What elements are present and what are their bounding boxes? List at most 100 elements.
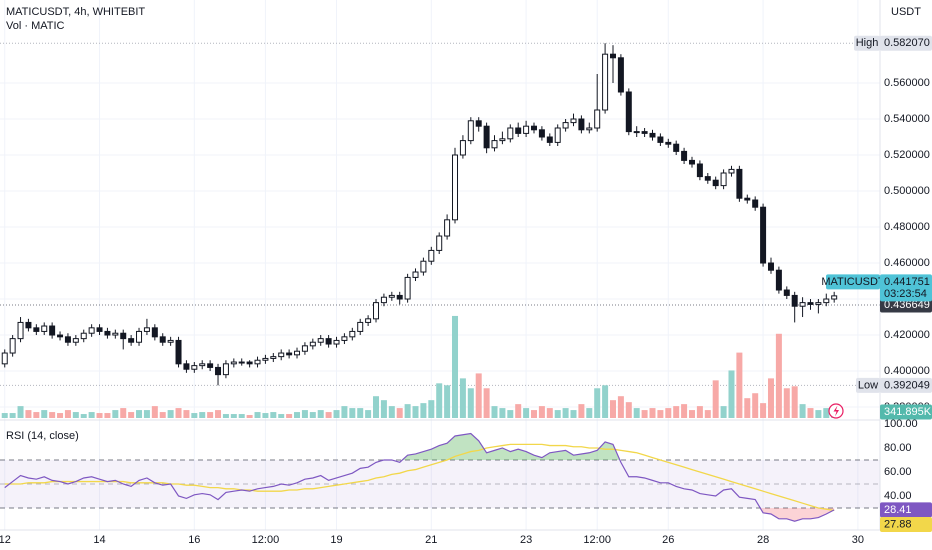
alert-icon-bolt[interactable]: [833, 405, 840, 417]
volume-bar: [9, 413, 16, 418]
candle-body: [491, 140, 498, 149]
volume-bar: [222, 414, 229, 418]
x-tick-label: 12: [0, 534, 11, 546]
candle-body: [799, 302, 806, 307]
volume-bar: [301, 410, 308, 418]
volume-bar: [767, 378, 774, 418]
volume-bar: [515, 404, 522, 418]
candle-body: [586, 127, 593, 131]
volume-bar: [380, 400, 387, 418]
y-tick-label: 0.400000: [884, 365, 930, 377]
candle-body: [736, 168, 743, 199]
candle-body: [412, 271, 419, 278]
volume-last-value: 341.895K: [884, 406, 932, 418]
quote-currency: USDT: [891, 6, 921, 18]
volume-bar: [136, 410, 143, 418]
candle-body: [41, 325, 48, 332]
volume-bar: [167, 410, 174, 418]
rsi-last-value-bg: [880, 502, 932, 518]
volume-bar: [17, 406, 24, 418]
price-pane: [0, 42, 880, 418]
candle-body: [633, 131, 640, 134]
alert-icon[interactable]: [828, 403, 844, 419]
x-tick-label: 12:00: [252, 534, 280, 546]
volume-bar: [586, 408, 593, 418]
candle-body: [238, 361, 245, 364]
volume-bar: [760, 403, 767, 418]
volume-bar: [112, 410, 119, 418]
x-tick-label: 19: [330, 534, 342, 546]
candle-body: [294, 350, 301, 356]
volume-bar: [467, 388, 474, 418]
high-tag-bg: [854, 35, 880, 51]
y-tick-label: 0.500000: [884, 185, 930, 197]
volume-bar: [783, 388, 790, 418]
candle-body: [9, 338, 16, 354]
volume-bar: [546, 408, 553, 418]
chart-title: MATICUSDT, 4h, WHITEBIT: [6, 6, 145, 18]
candle-body: [96, 327, 103, 332]
volume-bar: [41, 410, 48, 418]
candle-body: [357, 321, 364, 332]
volume-bar: [286, 414, 293, 418]
rsi-line: [4, 432, 835, 522]
candle-body: [143, 327, 150, 332]
candle-body: [452, 154, 459, 221]
axes: 0.3800000.4000000.4200000.4400000.460000…: [0, 35, 932, 546]
volume-bar: [491, 406, 498, 418]
volume-bar: [681, 404, 688, 418]
candle-body: [333, 339, 340, 345]
candle-body: [767, 262, 774, 271]
low-value: 0.392049: [884, 379, 930, 391]
volume-bar: [538, 406, 545, 418]
volume-bar: [396, 408, 403, 418]
candle-body: [388, 294, 395, 298]
rsi-ma-line: [4, 443, 835, 512]
candle-body: [459, 140, 466, 156]
volume-bar: [452, 315, 459, 418]
volume-bar: [270, 412, 277, 418]
volume-bar: [617, 396, 624, 418]
volume-bar: [294, 412, 301, 418]
candle-body: [570, 118, 577, 124]
volume-bar: [436, 383, 443, 418]
candle-body: [728, 168, 735, 174]
volume-bar: [64, 410, 71, 418]
low-value-bg: [880, 377, 932, 393]
volume-bar: [341, 406, 348, 418]
y-tick-label: 0.520000: [884, 149, 930, 161]
candle-body: [594, 109, 601, 129]
candle-body: [136, 330, 143, 343]
candle-body: [222, 363, 229, 376]
last-value-bg: [880, 274, 932, 302]
x-tick-label: 26: [662, 534, 674, 546]
volume-bar: [151, 406, 158, 418]
volume-bar: [159, 412, 166, 418]
candle-body: [531, 125, 538, 131]
volume-last-value-bg: [880, 404, 932, 420]
last-countdown: 03:23:54: [884, 288, 927, 300]
volume-bar: [254, 412, 261, 418]
candle-body: [25, 321, 32, 329]
volume-bar: [523, 408, 530, 418]
candle-body: [578, 118, 585, 131]
candle-body: [791, 294, 798, 307]
volume-bar: [823, 408, 830, 418]
x-tick-label: 12:00: [583, 534, 611, 546]
rsi-tick-label: 80.00: [884, 442, 912, 454]
volume-bar: [775, 333, 782, 418]
candle-body: [286, 352, 293, 356]
candle-body: [428, 249, 435, 262]
volume-bar: [657, 410, 664, 418]
last-name-bg: [826, 274, 880, 290]
rsi-tick-label: 60.00: [884, 466, 912, 478]
volume-bar: [128, 412, 135, 418]
candle-body: [657, 136, 664, 143]
volume-bar: [688, 410, 695, 418]
candle-body: [104, 330, 111, 336]
reference-price-value: 0.436649: [884, 299, 930, 311]
candle-body: [712, 179, 719, 187]
volume-bar: [1, 413, 8, 418]
candle-body: [301, 345, 308, 352]
volume-bar: [673, 406, 680, 418]
